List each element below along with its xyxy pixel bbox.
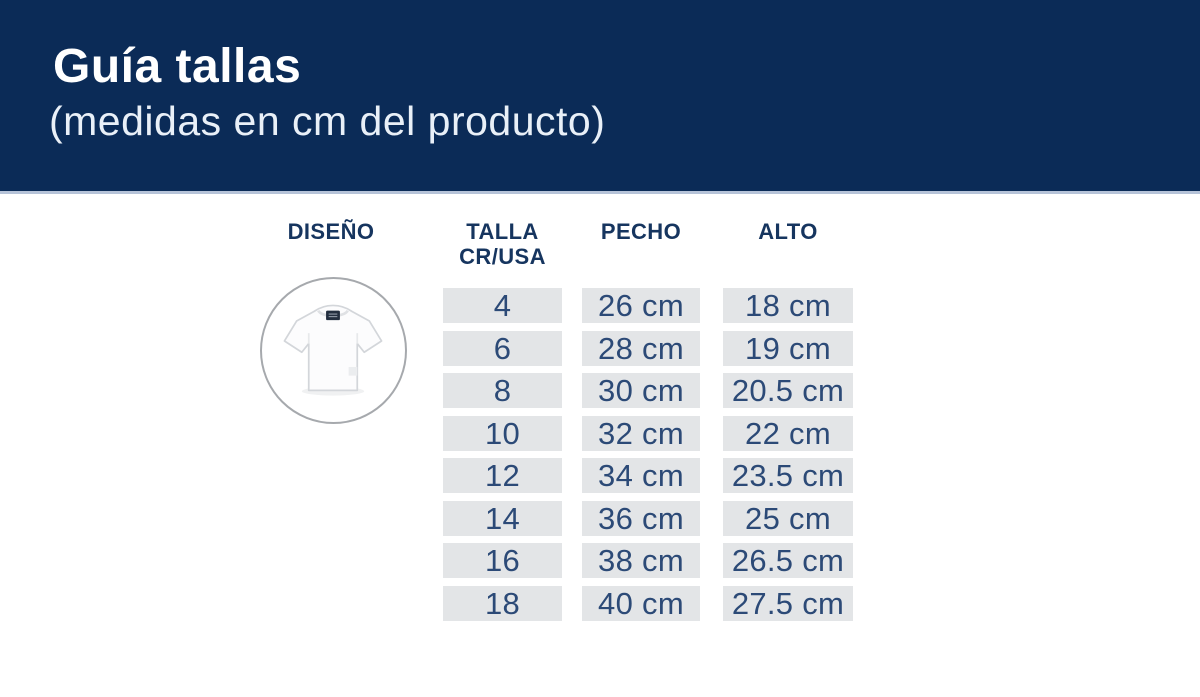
size-cell-pecho: 28 cm <box>582 330 700 366</box>
page-subtitle: (medidas en cm del producto) <box>49 98 606 144</box>
size-cell-alto: 19 cm <box>723 330 853 366</box>
column-header-talla: TALLA CR/USA <box>443 219 562 269</box>
size-cell-pecho: 30 cm <box>582 373 700 408</box>
size-cell-pecho: 34 cm <box>582 458 700 493</box>
size-cell-pecho: 26 cm <box>582 288 700 323</box>
size-cell-talla: 18 <box>443 585 562 621</box>
size-cell-alto: 22 cm <box>723 415 853 451</box>
column-header-talla-line2: CR/USA <box>459 244 546 269</box>
tshirt-icon <box>283 304 383 396</box>
size-cell-talla: 10 <box>443 415 562 451</box>
size-cell-alto: 27.5 cm <box>723 585 853 621</box>
size-cell-talla: 8 <box>443 373 562 408</box>
size-cell-alto: 18 cm <box>723 288 853 323</box>
column-header-talla-line1: TALLA <box>466 219 539 244</box>
size-cell-pecho: 40 cm <box>582 585 700 621</box>
size-cell-talla: 6 <box>443 330 562 366</box>
size-cell-alto: 26.5 cm <box>723 543 853 578</box>
header-band: Guía tallas (medidas en cm del producto) <box>0 0 1200 194</box>
tshirt-neck-tag <box>326 310 340 321</box>
page-title: Guía tallas <box>53 40 302 93</box>
tshirt-logo-mark <box>348 366 358 376</box>
column-header-diseno: DISEÑO <box>287 219 375 244</box>
column-header-alto: ALTO <box>758 219 818 244</box>
column-header-pecho: PECHO <box>600 219 682 244</box>
size-cell-talla: 4 <box>443 288 562 323</box>
size-cell-alto: 25 cm <box>723 500 853 536</box>
size-cell-talla: 12 <box>443 458 562 493</box>
size-cell-pecho: 32 cm <box>582 415 700 451</box>
size-cell-talla: 14 <box>443 500 562 536</box>
size-cell-pecho: 38 cm <box>582 543 700 578</box>
product-design-circle <box>260 277 407 424</box>
size-cell-talla: 16 <box>443 543 562 578</box>
size-cell-alto: 20.5 cm <box>723 373 853 408</box>
size-cell-pecho: 36 cm <box>582 500 700 536</box>
size-cell-alto: 23.5 cm <box>723 458 853 493</box>
